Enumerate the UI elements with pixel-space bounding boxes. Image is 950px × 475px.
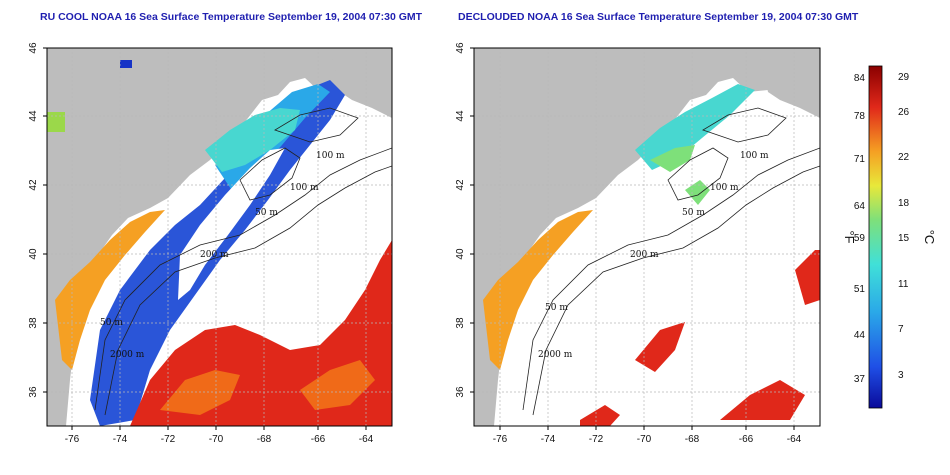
land-canada [330, 48, 392, 118]
contour-label: 100 m [290, 183, 319, 193]
contour-labels: 100 m 100 m 50 m 200 m 50 m 2000 m [538, 151, 769, 360]
cold-water-band [90, 80, 345, 426]
x-tick-label: -74 [541, 434, 556, 445]
y-tick-label: 44 [455, 110, 466, 122]
y-tick-label: 46 [455, 42, 466, 54]
y-tick-label: 36 [455, 386, 466, 398]
x-tick-label: -76 [493, 434, 508, 445]
y-tick-label: 38 [455, 317, 466, 329]
x-tick-label: -70 [637, 434, 652, 445]
colorbar-c-tick: 22 [898, 152, 910, 163]
colorbar-f-tick: 51 [854, 284, 866, 295]
x-axis: -76 -74 -72 -70 -68 -66 -64 [65, 426, 374, 445]
x-tick-label: -70 [209, 434, 224, 445]
gulf-stream-patches [580, 250, 820, 426]
colorbar-f-tick: 59 [854, 233, 866, 244]
x-tick-label: -68 [685, 434, 700, 445]
gulf-of-maine-cyan [205, 108, 300, 172]
y-tick-label: 36 [28, 386, 39, 398]
left-map-title: RU COOL NOAA 16 Sea Surface Temperature … [40, 11, 423, 23]
land-mass [47, 48, 392, 426]
x-tick-label: -72 [161, 434, 176, 445]
right-map-title: DECLOUDED NOAA 16 Sea Surface Temperatur… [458, 11, 859, 23]
x-tick-label: -64 [359, 434, 374, 445]
contour-label: 100 m [740, 151, 769, 161]
grid-lines [474, 48, 820, 426]
contour-label: 100 m [710, 183, 739, 193]
colorbar-c-tick: 26 [898, 107, 910, 118]
x-tick-label: -76 [65, 434, 80, 445]
y-tick-label: 42 [28, 179, 39, 191]
y-axis: 46 44 42 40 38 36 [455, 42, 474, 398]
colorbar: 84 78 71 64 59 51 44 37 29 26 22 18 15 1… [842, 65, 937, 409]
colorbar-f-tick: 71 [854, 154, 866, 165]
x-tick-label: -72 [589, 434, 604, 445]
colorbar-c-tick: 7 [898, 324, 904, 335]
contour-label: 50 m [682, 208, 705, 218]
y-axis: 46 44 42 40 38 36 [28, 42, 47, 398]
contour-label: 2000 m [538, 350, 573, 360]
y-tick-label: 40 [28, 248, 39, 260]
colorbar-f-tick: 78 [854, 111, 866, 122]
map-frame [46, 47, 393, 427]
contour-label: 200 m [200, 250, 229, 260]
colorbar-f-tick: 64 [854, 201, 866, 212]
contour-labels: 100 m 100 m 50 m 200 m 50 m 2000 m [100, 151, 345, 360]
map-frame [473, 47, 821, 427]
warm-shelf-water [483, 210, 593, 370]
y-tick-label: 46 [28, 42, 39, 54]
lake [47, 112, 65, 132]
contour-label: 100 m [316, 151, 345, 161]
grid-lines [47, 48, 392, 426]
colorbar-c-tick: 3 [898, 370, 904, 381]
declouded-sst-map: 100 m 100 m 50 m 200 m 50 m 2000 m -76 -… [455, 42, 937, 445]
colorbar-c-tick: 15 [898, 233, 910, 244]
y-tick-label: 38 [28, 317, 39, 329]
raw-sst-map: 100 m 100 m 50 m 200 m 50 m 2000 m -76 -… [28, 42, 393, 445]
colorbar-c-tick: 18 [898, 198, 910, 209]
x-tick-label: -68 [257, 434, 272, 445]
lake [120, 60, 132, 68]
y-tick-label: 44 [28, 110, 39, 122]
colorbar-f-tick: 37 [854, 374, 866, 385]
x-tick-label: -74 [113, 434, 128, 445]
contour-label: 50 m [255, 208, 278, 218]
contour-label: 50 m [545, 303, 568, 313]
y-tick-label: 42 [455, 179, 466, 191]
x-tick-label: -64 [787, 434, 802, 445]
bathymetry-contours [522, 107, 820, 416]
colorbar-unit-f: °F [842, 230, 857, 243]
colorbar-gradient [868, 65, 883, 409]
colorbar-c-tick: 29 [898, 72, 910, 83]
contour-label: 200 m [630, 250, 659, 260]
cloud-white-offshore [240, 265, 350, 338]
colorbar-unit-c: °C [922, 230, 937, 245]
contour-label: 50 m [100, 318, 123, 328]
y-tick-label: 40 [455, 248, 466, 260]
x-tick-label: -66 [311, 434, 326, 445]
gulf-of-maine-green [650, 145, 710, 205]
x-axis: -76 -74 -72 -70 -68 -66 -64 [493, 426, 802, 445]
x-tick-label: -66 [739, 434, 754, 445]
colorbar-c-tick: 11 [898, 279, 909, 290]
gulf-of-maine-cyan [635, 84, 755, 170]
land-canada [758, 48, 820, 118]
land-mass [474, 48, 820, 426]
colorbar-f-tick: 84 [854, 73, 866, 84]
contour-label: 2000 m [110, 350, 145, 360]
bathymetry-contours [94, 107, 392, 416]
gulf-stream-patches [160, 360, 375, 415]
colorbar-f-tick: 44 [854, 330, 866, 341]
warm-shelf-water [55, 210, 165, 370]
